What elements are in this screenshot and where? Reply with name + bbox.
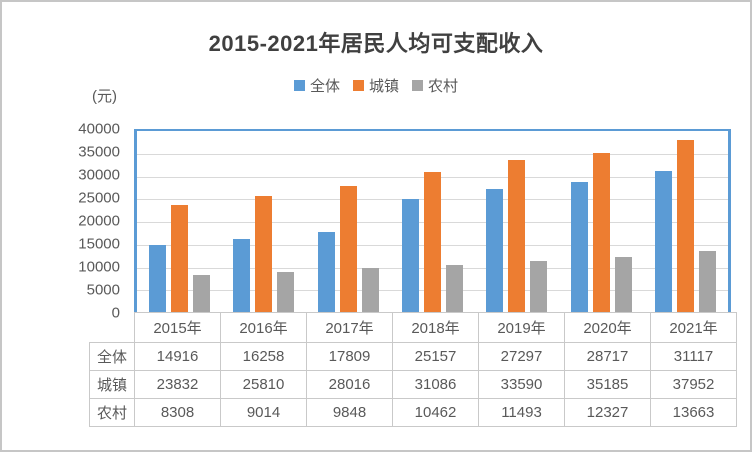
table-value-cell: 8308 xyxy=(134,398,221,427)
bar-城镇-2021年 xyxy=(677,140,695,313)
x-axis-category-row: 2015年 2016年 2017年 2018年 2019年 2020年 2021年 xyxy=(134,312,737,343)
table-value-cell: 25810 xyxy=(220,370,307,399)
bar-全体-2020年 xyxy=(570,182,588,313)
table-value-cell: 10462 xyxy=(392,398,479,427)
table-row-header: 农村 xyxy=(89,398,135,427)
bar-城镇-2018年 xyxy=(423,171,441,313)
y-axis-tick-label: 35000 xyxy=(78,143,120,161)
bar-城镇-2017年 xyxy=(339,185,357,313)
table-value-cell: 9848 xyxy=(306,398,393,427)
bar-全体-2017年 xyxy=(317,231,335,313)
bar-农村-2020年 xyxy=(614,256,632,313)
table-row-全体: 全体 14916 16258 17809 25157 27297 28717 31117 xyxy=(89,342,737,371)
table-value-cell: 28717 xyxy=(564,342,651,371)
table-value-cell: 31086 xyxy=(392,370,479,399)
table-row-农村: 农村 8308 9014 9848 10462 11493 12327 13663 xyxy=(89,398,737,427)
y-axis-tick-label: 40000 xyxy=(78,120,120,138)
legend-item-全体: 全体 xyxy=(293,75,340,96)
bar-group-2021年 xyxy=(644,131,728,313)
y-axis-tick-label: 5000 xyxy=(86,281,120,299)
bar-农村-2017年 xyxy=(361,268,379,313)
bar-农村-2018年 xyxy=(445,265,463,313)
table-value-cell: 37952 xyxy=(650,370,737,399)
bar-农村-2016年 xyxy=(277,272,295,313)
bar-全体-2016年 xyxy=(233,239,251,313)
y-axis-tick-label: 15000 xyxy=(78,235,120,253)
table-value-cell: 33590 xyxy=(478,370,565,399)
legend-swatch-icon xyxy=(293,80,305,91)
y-axis-tick-label: 25000 xyxy=(78,189,120,207)
y-axis-tick-label: 10000 xyxy=(78,258,120,276)
legend-swatch-icon xyxy=(352,80,364,91)
gridline xyxy=(137,153,728,155)
x-axis-category-label: 2016年 xyxy=(220,312,307,343)
bar-农村-2015年 xyxy=(192,275,210,313)
plot-area xyxy=(134,129,731,313)
bar-城镇-2019年 xyxy=(508,160,526,313)
data-table: 全体 14916 16258 17809 25157 27297 28717 31117 城镇 2… xyxy=(89,342,737,427)
table-value-cell: 35185 xyxy=(564,370,651,399)
table-value-cell: 16258 xyxy=(220,342,307,371)
table-value-cell: 9014 xyxy=(220,398,307,427)
table-value-cell: 25157 xyxy=(392,342,479,371)
y-axis-tick-label: 0 xyxy=(111,304,120,322)
table-value-cell: 11493 xyxy=(478,398,565,427)
bar-城镇-2020年 xyxy=(592,152,610,313)
bar-城镇-2016年 xyxy=(255,195,273,313)
bar-全体-2019年 xyxy=(486,188,504,313)
table-value-cell: 31117 xyxy=(650,342,737,371)
y-axis-tick-label: 30000 xyxy=(78,166,120,184)
table-value-cell: 28016 xyxy=(306,370,393,399)
x-axis-category-label: 2020年 xyxy=(564,312,651,343)
bar-全体-2018年 xyxy=(401,198,419,313)
bar-group-2019年 xyxy=(475,131,559,313)
table-value-cell: 14916 xyxy=(134,342,221,371)
legend-label: 全体 xyxy=(309,78,340,95)
bar-全体-2015年 xyxy=(148,245,166,313)
x-axis-category-label: 2019年 xyxy=(478,312,565,343)
legend: 全体 城镇 农村 xyxy=(2,75,750,96)
table-value-cell: 12327 xyxy=(564,398,651,427)
table-value-cell: 23832 xyxy=(134,370,221,399)
x-axis-category-label: 2021年 xyxy=(650,312,737,343)
bar-全体-2021年 xyxy=(655,171,673,313)
legend-item-城镇: 城镇 xyxy=(352,75,399,96)
bar-group-2017年 xyxy=(306,131,390,313)
table-row-header: 城镇 xyxy=(89,370,135,399)
legend-label: 城镇 xyxy=(368,78,399,95)
bar-group-2016年 xyxy=(221,131,305,313)
table-row-header: 全体 xyxy=(89,342,135,371)
legend-label: 农村 xyxy=(428,78,459,95)
x-axis-category-label: 2015年 xyxy=(134,312,221,343)
y-axis-unit-label: (元) xyxy=(92,88,117,105)
chart-title: 2015-2021年居民人均可支配收入 xyxy=(208,31,544,56)
table-value-cell: 17809 xyxy=(306,342,393,371)
x-axis-category-label: 2017年 xyxy=(306,312,393,343)
bar-农村-2021年 xyxy=(699,250,717,313)
bar-城镇-2015年 xyxy=(170,204,188,313)
bar-农村-2019年 xyxy=(530,260,548,313)
table-value-cell: 27297 xyxy=(478,342,565,371)
bar-group-2020年 xyxy=(559,131,643,313)
legend-item-农村: 农村 xyxy=(412,75,458,96)
y-axis-tick-label: 20000 xyxy=(78,212,120,230)
legend-swatch-icon xyxy=(412,80,423,91)
bar-group-2018年 xyxy=(390,131,474,313)
table-row-城镇: 城镇 23832 25810 28016 31086 33590 35185 37952 xyxy=(89,370,737,399)
table-value-cell: 13663 xyxy=(650,398,737,427)
y-axis: 40000 35000 30000 25000 20000 15000 10000 5000 0 xyxy=(50,121,120,322)
bar-groups xyxy=(137,131,728,313)
bar-group-2015年 xyxy=(137,131,221,313)
x-axis-category-label: 2018年 xyxy=(392,312,479,343)
